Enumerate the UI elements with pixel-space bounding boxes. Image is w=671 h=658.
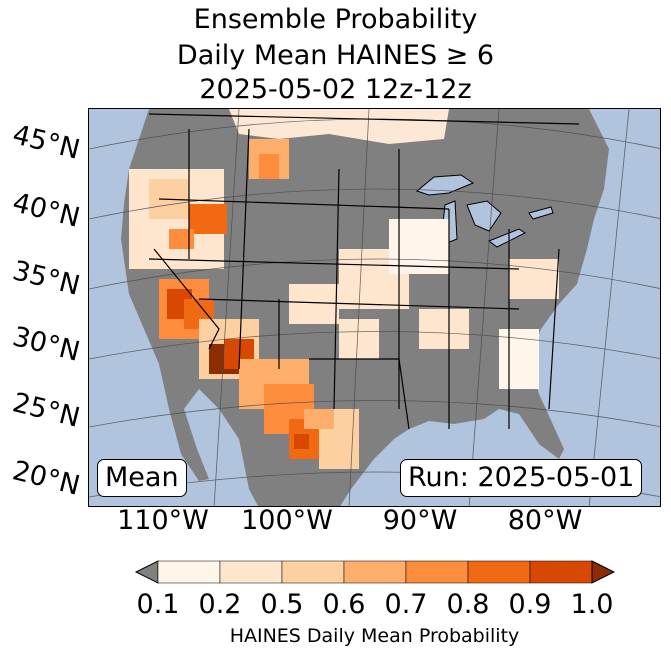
- mean-label-box: Mean: [97, 459, 187, 497]
- canada-region: [229, 109, 449, 144]
- colorbar-tick-5: 0.8: [446, 589, 490, 620]
- title-line-2: Daily Mean HAINES ≥ 6: [176, 40, 495, 71]
- lat-label-25: 25°N: [9, 387, 83, 434]
- lake-huron: [466, 200, 502, 232]
- lat-label-30: 30°N: [9, 321, 83, 368]
- colorbar-cell: [405, 560, 469, 584]
- lon-label-80: 80°W: [507, 505, 583, 536]
- colorbar-cell: [219, 560, 283, 584]
- colorbar-tick-3: 0.6: [322, 589, 366, 620]
- colorbar-cell: [529, 560, 593, 584]
- title-line-1: Ensemble Probability: [193, 4, 478, 35]
- lat-label-45: 45°N: [9, 119, 83, 166]
- lat-label-35: 35°N: [9, 255, 83, 302]
- colorbar-over-arrow: [591, 560, 616, 584]
- colorbar: [134, 560, 616, 584]
- colorbar-cell: [467, 560, 531, 584]
- colorbar-under-arrow: [134, 560, 159, 584]
- colorbar-cell: [157, 560, 221, 584]
- colorbar-cell: [343, 560, 407, 584]
- lon-label-110: 110°W: [117, 505, 209, 536]
- colorbar-tick-2: 0.5: [260, 589, 304, 620]
- colorbar-label: HAINES Daily Mean Probability: [229, 625, 520, 647]
- colorbar-tick-7: 1.0: [570, 589, 614, 620]
- colorbar-cells: [157, 560, 593, 584]
- colorbar-tick-4: 0.7: [384, 589, 428, 620]
- colorbar-tick-0: 0.1: [136, 589, 180, 620]
- lake-ontario: [528, 206, 554, 220]
- title-line-3: 2025-05-02 12z-12z: [199, 74, 472, 105]
- lat-label-40: 40°N: [9, 187, 83, 234]
- colorbar-tick-1: 0.2: [198, 589, 242, 620]
- lon-label-100: 100°W: [241, 505, 333, 536]
- lon-label-90: 90°W: [382, 505, 458, 536]
- conus-map: [89, 109, 660, 506]
- state-borders: [148, 113, 580, 430]
- lat-label-20: 20°N: [9, 455, 83, 502]
- colorbar-tick-6: 0.9: [508, 589, 552, 620]
- map-panel: [88, 108, 661, 507]
- run-label-box: Run: 2025-05-01: [400, 459, 643, 497]
- colorbar-cell: [281, 560, 345, 584]
